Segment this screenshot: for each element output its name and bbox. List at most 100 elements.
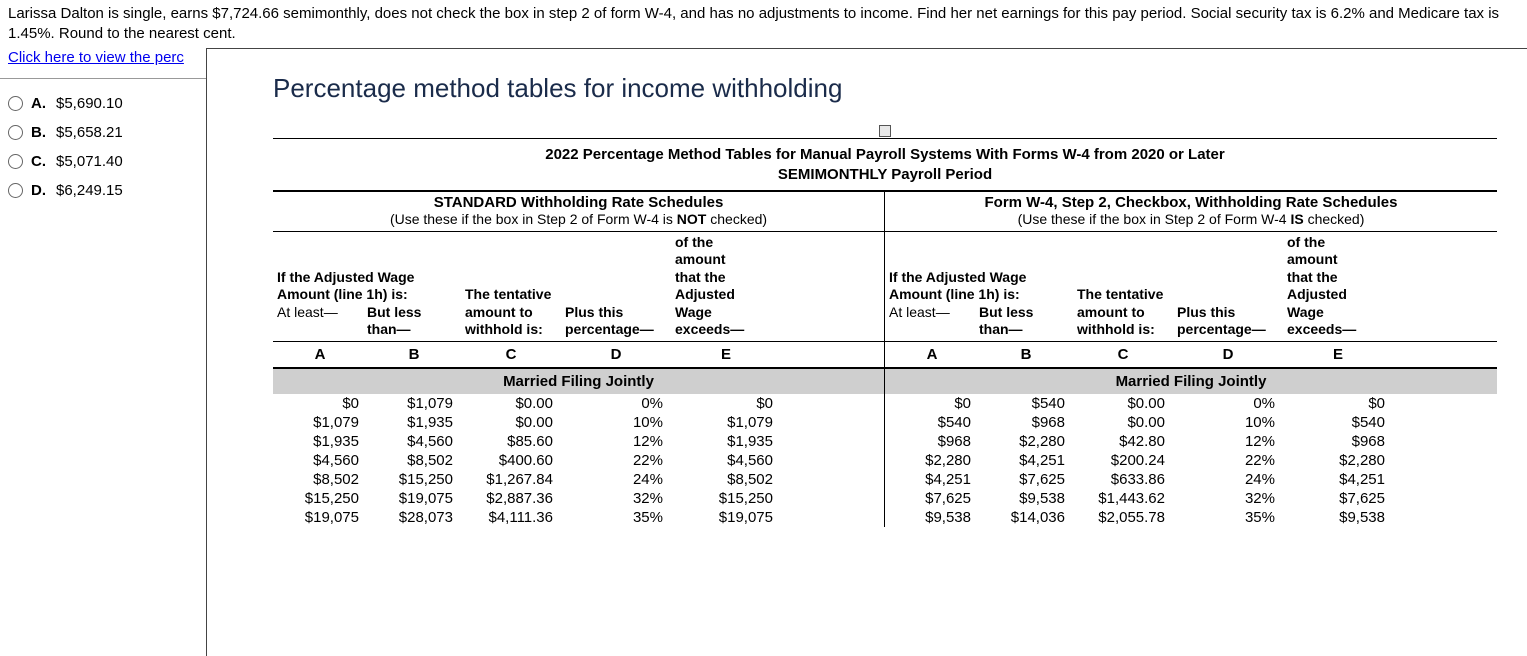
hdr-of1r: of the [1287,234,1325,250]
hdr-butless: But less [367,304,421,320]
left-sub-post: checked) [706,211,767,227]
table-row: $540$968$0.0010%$540 [885,413,1497,432]
hdr-of6: exceeds— [675,321,744,337]
hdr-of4r: Adjusted [1287,286,1347,302]
table-cell: 22% [561,452,671,469]
table-row: $1,935$4,560$85.6012%$1,935 [273,432,884,451]
table-row: $968$2,280$42.8012%$968 [885,432,1497,451]
table-wrap: 2022 Percentage Method Tables for Manual… [273,138,1497,527]
table-cell: $28,073 [367,509,461,526]
right-sub-post: checked) [1304,211,1365,227]
table-row: $4,560$8,502$400.6022%$4,560 [273,451,884,470]
question-text: Larissa Dalton is single, earns $7,724.6… [0,0,1527,47]
hdr-Dr: D [1173,346,1283,363]
hdr-than: than— [367,321,411,337]
hdr-of2r: amount [1287,251,1338,267]
hdr-than-r: than— [979,321,1023,337]
hdr-adj1r: If the Adjusted Wage [889,269,1026,285]
table-cell: $15,250 [273,490,367,507]
hdr-of3r: that the [1287,269,1338,285]
right-schedule-title: Form W-4, Step 2, Checkbox, Withholding … [885,192,1497,211]
table-cell: $0.00 [461,414,561,431]
table-cell: $1,079 [671,414,781,431]
right-abcde: A B C D E [885,342,1497,369]
table-cell: $540 [885,414,979,431]
table-cell: $968 [885,433,979,450]
table-cell: $0 [885,395,979,412]
table-cell: $2,055.78 [1073,509,1173,526]
table-cell: $0.00 [1073,395,1173,412]
table-cell: $2,280 [885,452,979,469]
answer-label: D. [31,182,46,199]
hdr-plus2: percentage— [565,321,654,337]
table-cell: $0 [1283,395,1393,412]
table-cell: 35% [1173,509,1283,526]
divider [0,78,206,79]
table-cell: $1,079 [367,395,461,412]
table-cell: $9,538 [979,490,1073,507]
table-cell: 12% [1173,433,1283,450]
table-cell: $2,280 [979,433,1073,450]
table-cell: $0 [273,395,367,412]
hdr-of5: Wage [675,304,712,320]
tax-table-modal: Percentage method tables for income with… [206,48,1527,656]
answer-value: $5,658.21 [56,124,123,141]
radio-d[interactable] [8,183,23,198]
right-sub-pre: (Use these if the box in Step 2 of Form … [1018,211,1291,227]
right-status: Married Filing Jointly [885,369,1497,394]
table-cell: $540 [1283,414,1393,431]
hdr-Br: B [979,346,1073,363]
table-cell: $1,443.62 [1073,490,1173,507]
hdr-of1: of the [675,234,713,250]
table-row: $8,502$15,250$1,267.8424%$8,502 [273,470,884,489]
right-schedule-sub: (Use these if the box in Step 2 of Form … [885,211,1497,231]
hdr-Er: E [1283,346,1393,363]
view-tables-link[interactable]: Click here to view the perc [8,49,184,66]
right-header-grid: If the Adjusted Wage Amount (line 1h) is… [885,231,1497,342]
left-sub-pre: (Use these if the box in Step 2 of Form … [390,211,677,227]
table-row: $15,250$19,075$2,887.3632%$15,250 [273,489,884,508]
table-cell: $42.80 [1073,433,1173,450]
hdr-of3: that the [675,269,726,285]
radio-c[interactable] [8,154,23,169]
hdr-atleast-r: At least— [889,304,950,320]
table-cell: $540 [979,395,1073,412]
table-title-line1: 2022 Percentage Method Tables for Manual… [273,145,1497,165]
hdr-tent2: amount to [465,304,533,320]
right-rows: $0$540$0.000%$0$540$968$0.0010%$540$968$… [885,394,1497,527]
table-cell: $633.86 [1073,471,1173,488]
table-cell: $7,625 [885,490,979,507]
hdr-E: E [671,346,781,363]
table-cell: $1,935 [671,433,781,450]
table-cell: $968 [979,414,1073,431]
table-cell: $4,111.36 [461,509,561,526]
table-row: $0$1,079$0.000%$0 [273,394,884,413]
hdr-tent1r: The tentative [1077,286,1163,302]
print-icon[interactable] [879,125,891,137]
radio-a[interactable] [8,96,23,111]
radio-b[interactable] [8,125,23,140]
table-cell: $7,625 [1283,490,1393,507]
hdr-plus2r: percentage— [1177,321,1266,337]
table-cell: $4,560 [367,433,461,450]
table-cell: $15,250 [367,471,461,488]
hdr-atleast: At least— [277,304,338,320]
table-cell: $8,502 [367,452,461,469]
table-cell: $0.00 [1073,414,1173,431]
table-row: $19,075$28,073$4,111.3635%$19,075 [273,508,884,527]
left-status: Married Filing Jointly [273,369,884,394]
hdr-adj2: Amount (line 1h) is: [277,286,408,302]
answer-value: $5,071.40 [56,153,123,170]
table-row: $0$540$0.000%$0 [885,394,1497,413]
left-schedule-title: STANDARD Withholding Rate Schedules [273,192,884,211]
table-cell: 35% [561,509,671,526]
answer-label: C. [31,153,46,170]
table-cell: 32% [1173,490,1283,507]
table-cell: $1,935 [367,414,461,431]
table-cell: 24% [1173,471,1283,488]
table-cell: $8,502 [273,471,367,488]
table-cell: 10% [561,414,671,431]
table-cell: $4,560 [671,452,781,469]
table-cell: $400.60 [461,452,561,469]
hdr-Ar: A [885,346,979,363]
